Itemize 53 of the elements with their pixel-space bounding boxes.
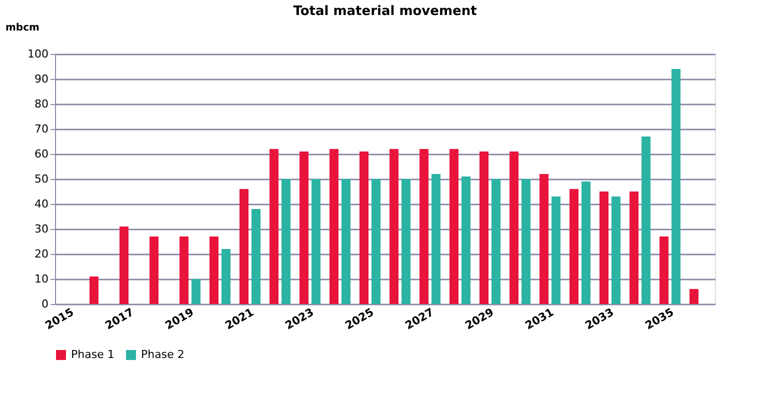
bar bbox=[312, 179, 320, 304]
y-tick-label: 70 bbox=[34, 122, 48, 136]
bar bbox=[270, 149, 278, 304]
bar bbox=[360, 152, 368, 304]
bar bbox=[150, 236, 158, 304]
bar bbox=[630, 192, 638, 304]
y-tick-label: 20 bbox=[34, 248, 48, 260]
bar bbox=[390, 149, 398, 304]
bar bbox=[120, 226, 128, 304]
bar bbox=[672, 69, 680, 304]
bar bbox=[222, 249, 230, 304]
bar bbox=[600, 192, 608, 304]
bar bbox=[210, 236, 218, 304]
bar bbox=[510, 152, 518, 304]
bar bbox=[420, 149, 428, 304]
legend-label: Phase 2 bbox=[141, 348, 184, 361]
bar bbox=[660, 236, 668, 304]
bar bbox=[480, 152, 488, 304]
bar bbox=[300, 152, 308, 304]
bar bbox=[492, 179, 500, 304]
y-tick-label: 10 bbox=[34, 272, 48, 286]
bar bbox=[372, 179, 380, 304]
legend-label: Phase 1 bbox=[71, 348, 114, 361]
bar bbox=[90, 276, 98, 304]
y-tick-label: 40 bbox=[34, 198, 48, 210]
bar bbox=[342, 179, 350, 304]
y-tick-label: 60 bbox=[34, 148, 48, 160]
chart-title: Total material movement bbox=[293, 4, 477, 19]
bar bbox=[690, 289, 698, 304]
bar bbox=[570, 189, 578, 304]
y-tick-label: 90 bbox=[34, 72, 48, 86]
bar bbox=[192, 279, 200, 304]
bar bbox=[330, 149, 338, 304]
bar bbox=[432, 174, 440, 304]
y-tick-label: 50 bbox=[34, 172, 48, 186]
bar bbox=[552, 196, 560, 304]
bar bbox=[252, 209, 260, 304]
y-tick-label: 100 bbox=[28, 48, 48, 60]
y-axis-title: mbcm bbox=[6, 22, 40, 34]
bar bbox=[462, 176, 470, 304]
bar bbox=[282, 179, 290, 304]
bar bbox=[402, 179, 410, 304]
y-tick-label: 30 bbox=[34, 222, 48, 236]
y-tick-label: 80 bbox=[34, 98, 48, 110]
bar bbox=[582, 182, 590, 304]
bar bbox=[642, 136, 650, 304]
bar bbox=[522, 179, 530, 304]
bar bbox=[450, 149, 458, 304]
bar bbox=[180, 236, 188, 304]
bar bbox=[540, 174, 548, 304]
bar bbox=[612, 196, 620, 304]
bar bbox=[240, 189, 248, 304]
y-tick-label: 0 bbox=[42, 298, 48, 310]
